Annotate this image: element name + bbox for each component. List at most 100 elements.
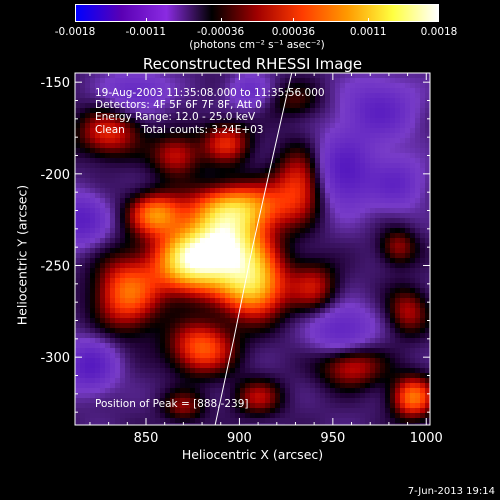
heatmap-cell: [340, 193, 346, 199]
heatmap-cell: [325, 383, 331, 389]
heatmap-cell: [160, 293, 166, 299]
heatmap-cell: [320, 73, 326, 79]
heatmap-cell: [310, 238, 316, 244]
heatmap-cell: [190, 113, 196, 119]
heatmap-cell: [95, 208, 101, 214]
heatmap-cell: [190, 273, 196, 279]
heatmap-cell: [140, 348, 146, 354]
heatmap-cell: [375, 93, 381, 99]
heatmap-cell: [175, 338, 181, 344]
heatmap-cell: [290, 153, 296, 159]
heatmap-cell: [255, 213, 261, 219]
heatmap-cell: [270, 323, 276, 329]
heatmap-cell: [365, 373, 371, 379]
heatmap-cell: [200, 363, 206, 369]
heatmap-cell: [215, 108, 221, 114]
heatmap-cell: [400, 138, 406, 144]
heatmap-cell: [305, 368, 311, 374]
heatmap-cell: [230, 83, 236, 89]
heatmap-cell: [315, 73, 321, 79]
heatmap-cell: [135, 98, 141, 104]
heatmap-cell: [110, 143, 116, 149]
heatmap-cell: [255, 233, 261, 239]
heatmap-cell: [90, 148, 96, 154]
heatmap-cell: [80, 318, 86, 324]
heatmap-cell: [280, 313, 286, 319]
heatmap-cell: [145, 203, 151, 209]
heatmap-cell: [375, 138, 381, 144]
heatmap-cell: [95, 298, 101, 304]
heatmap-cell: [335, 143, 341, 149]
heatmap-cell: [350, 228, 356, 234]
heatmap-cell: [340, 353, 346, 359]
heatmap-cell: [420, 353, 426, 359]
heatmap-cell: [240, 173, 246, 179]
heatmap-cell: [375, 283, 381, 289]
heatmap-cell: [320, 348, 326, 354]
heatmap-cell: [355, 78, 361, 84]
heatmap-cell: [210, 218, 216, 224]
heatmap-cell: [90, 98, 96, 104]
heatmap-cell: [150, 153, 156, 159]
heatmap-cell: [140, 153, 146, 159]
heatmap-cell: [100, 128, 106, 134]
heatmap-cell: [405, 128, 411, 134]
heatmap-cell: [350, 283, 356, 289]
heatmap-cell: [135, 298, 141, 304]
heatmap-cell: [80, 328, 86, 334]
heatmap-cell: [170, 318, 176, 324]
heatmap-cell: [145, 363, 151, 369]
heatmap-cell: [125, 113, 131, 119]
heatmap-cell: [290, 83, 296, 89]
heatmap-cell: [285, 408, 291, 414]
heatmap-cell: [310, 193, 316, 199]
heatmap-cell: [120, 333, 126, 339]
heatmap-cell: [145, 283, 151, 289]
heatmap-cell: [340, 298, 346, 304]
heatmap-cell: [210, 363, 216, 369]
heatmap-cell: [325, 393, 331, 399]
heatmap-cell: [145, 238, 151, 244]
heatmap-cell: [135, 383, 141, 389]
heatmap-cell: [115, 103, 121, 109]
heatmap-cell: [185, 103, 191, 109]
heatmap-cell: [195, 408, 201, 414]
heatmap-cell: [105, 168, 111, 174]
heatmap-cell: [115, 278, 121, 284]
heatmap-cell: [300, 403, 306, 409]
heatmap-cell: [85, 383, 91, 389]
heatmap-cell: [275, 123, 281, 129]
heatmap-cell: [390, 248, 396, 254]
heatmap-cell: [180, 188, 186, 194]
heatmap-cell: [185, 403, 191, 409]
heatmap-cell: [280, 208, 286, 214]
heatmap-cell: [215, 158, 221, 164]
heatmap-cell: [75, 313, 81, 319]
heatmap-cell: [245, 143, 251, 149]
heatmap-cell: [275, 258, 281, 264]
heatmap-cell: [150, 303, 156, 309]
heatmap-cell: [390, 398, 396, 404]
heatmap-cell: [85, 413, 91, 419]
heatmap-cell: [420, 293, 426, 299]
heatmap-cell: [305, 208, 311, 214]
heatmap-cell: [350, 178, 356, 184]
heatmap-cell: [190, 103, 196, 109]
heatmap-cell: [115, 83, 121, 89]
heatmap-cell: [370, 248, 376, 254]
heatmap-cell: [85, 113, 91, 119]
heatmap-cell: [335, 98, 341, 104]
heatmap-cell: [325, 158, 331, 164]
heatmap-cell: [380, 353, 386, 359]
heatmap-cell: [330, 318, 336, 324]
heatmap-cell: [285, 198, 291, 204]
heatmap-cell: [380, 338, 386, 344]
heatmap-cell: [315, 353, 321, 359]
heatmap-cell: [380, 288, 386, 294]
heatmap-cell: [270, 123, 276, 129]
heatmap-cell: [120, 243, 126, 249]
heatmap-cell: [210, 238, 216, 244]
heatmap-cell: [325, 188, 331, 194]
heatmap-cell: [340, 243, 346, 249]
heatmap-cell: [240, 273, 246, 279]
